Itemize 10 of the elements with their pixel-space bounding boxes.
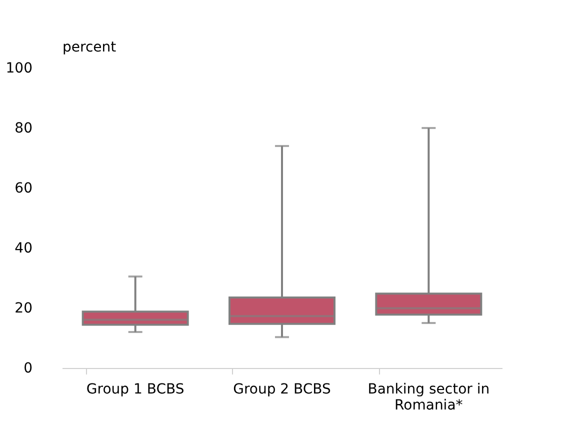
x-tick-label: Group 1 BCBS <box>86 382 184 398</box>
y-axis-title: percent <box>62 40 117 56</box>
y-tick-label: 100 <box>6 60 32 76</box>
x-tick-label: Banking sector in Romania* <box>368 382 490 414</box>
y-tick-label: 60 <box>14 180 32 196</box>
y-tick-label: 80 <box>14 120 32 136</box>
y-tick-label: 0 <box>24 360 32 376</box>
x-tick-label: Group 2 BCBS <box>233 382 332 398</box>
y-tick-label: 20 <box>14 300 32 316</box>
y-tick-label: 40 <box>14 240 32 256</box>
